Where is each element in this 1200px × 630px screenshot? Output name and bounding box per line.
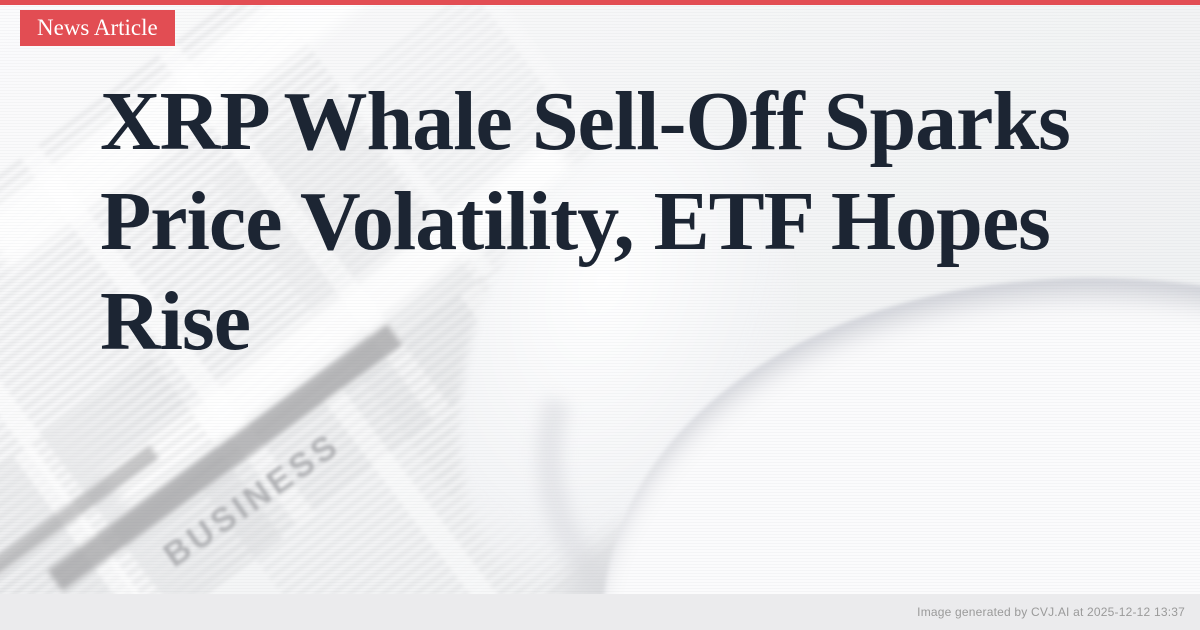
- attribution-bar: Image generated by CVJ.AI at 2025-12-12 …: [0, 594, 1200, 630]
- category-badge: News Article: [20, 10, 175, 46]
- attribution-text: Image generated by CVJ.AI at 2025-12-12 …: [917, 605, 1185, 619]
- top-accent-bar: [0, 0, 1200, 5]
- article-title-line: Rise: [100, 275, 251, 368]
- article-title: XRP Whale Sell-Off Sparks Price Volatili…: [100, 72, 1140, 372]
- article-title-line: XRP Whale Sell-Off Sparks: [100, 75, 1071, 168]
- article-title-line: Price Volatility, ETF Hopes: [100, 175, 1051, 268]
